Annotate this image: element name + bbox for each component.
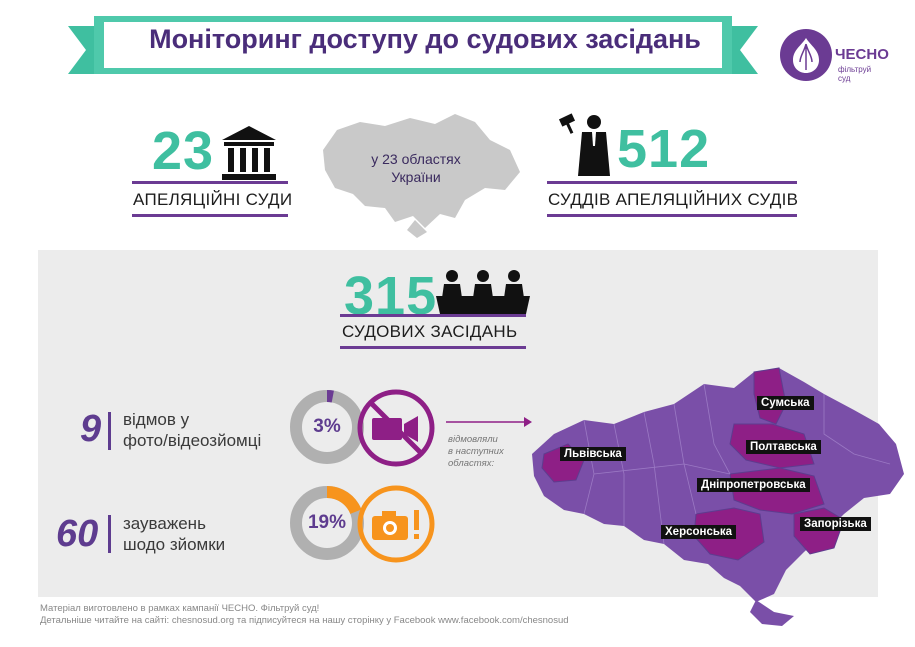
judges-count: 512: [617, 119, 711, 179]
refusals-percent: 3%: [313, 416, 341, 437]
arrow-note: відмовляли в наступних областях:: [448, 434, 504, 470]
remarks-text: зауважень шодо зйомки: [123, 513, 225, 555]
region-label-lvivska: Львівська: [560, 447, 626, 461]
appeal-courts-label: АПЕЛЯЦІЙНІ СУДИ: [133, 190, 293, 209]
judges-label: СУДДІВ АПЕЛЯЦІЙНИХ СУДІВ: [548, 190, 799, 209]
hearings-count: 315: [344, 266, 438, 326]
region-label-poltavska: Полтавська: [746, 440, 821, 454]
arrow-note-line2: в наступних: [448, 446, 504, 457]
arrow-right-icon: [446, 417, 532, 427]
appeal-courts-bottom-rule: [132, 214, 288, 217]
refusals-text-line2: фото/відеозйомці: [123, 431, 262, 450]
page-title: Моніторинг доступу до судових засідань: [149, 24, 701, 54]
camera-alert-icon: [357, 485, 435, 563]
arrow-note-line3: областях:: [448, 458, 495, 469]
garlic-logo-icon: [780, 29, 832, 81]
footer: Матеріал виготовлено в рамках кампанії Ч…: [40, 603, 569, 627]
ukraine-outline-map: [323, 114, 520, 238]
map-caption-line1: у 23 областях: [371, 151, 461, 167]
remarks-divider: [108, 515, 111, 553]
refusals-divider: [108, 412, 111, 450]
footer-line1: Матеріал виготовлено в рамках кампанії Ч…: [40, 603, 320, 614]
judges-top-rule: [547, 181, 797, 184]
refusals-count: 9: [80, 408, 102, 450]
region-label-dnipropetrovska: Дніпропетровська: [697, 478, 810, 492]
logo: ЧЕСНО фільтруй суд: [779, 28, 889, 88]
courthouse-icon: [222, 126, 276, 180]
remarks-text-line2: шодо зйомки: [123, 535, 226, 554]
remarks-percent: 19%: [307, 512, 347, 533]
appeal-courts-count: 23: [152, 121, 215, 181]
remarks-count: 60: [56, 513, 99, 555]
refusals-text-line1: відмов у: [123, 410, 190, 429]
judges-bottom-rule: [547, 214, 797, 217]
region-label-sumska: Сумська: [757, 396, 814, 410]
judge-icon: [558, 113, 610, 176]
region-label-zaporizka: Запорізька: [800, 517, 871, 531]
map-caption: у 23 областях України: [356, 150, 476, 186]
hearings-bottom-rule: [340, 346, 526, 349]
logo-tagline: фільтруй суд: [838, 65, 872, 83]
ukraine-regions-map: [532, 367, 904, 626]
no-video-icon: [357, 389, 435, 467]
remarks-text-line1: зауважень: [123, 514, 206, 533]
region-label-khersonska: Херсонська: [661, 525, 737, 539]
hearings-top-rule: [340, 314, 526, 317]
footer-line2: Детальніше читайте на сайті: chesnosud.o…: [40, 615, 569, 626]
refusals-text: відмов у фото/відеозйомці: [123, 409, 261, 451]
title-ribbon: [68, 16, 758, 74]
appeal-courts-top-rule: [132, 181, 288, 184]
hearings-label: СУДОВИХ ЗАСІДАНЬ: [342, 322, 518, 341]
courtroom-panel-icon: [436, 270, 530, 314]
arrow-note-line1: відмовляли: [448, 434, 498, 445]
map-caption-line2: України: [391, 169, 441, 185]
logo-name: ЧЕСНО: [835, 46, 889, 63]
